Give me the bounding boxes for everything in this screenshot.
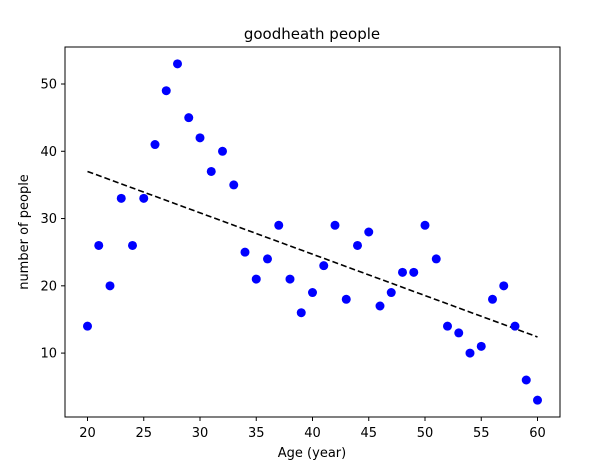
data-point: [285, 274, 295, 284]
data-point: [533, 395, 542, 405]
data-point: [94, 240, 104, 250]
data-point: [488, 294, 497, 304]
trend-line: [87, 170, 538, 338]
data-point: [341, 294, 351, 304]
data-point: [128, 240, 137, 250]
plot-frame: [64, 46, 561, 418]
data-point: [229, 180, 239, 190]
x-tick-label: 20: [79, 426, 96, 441]
data-point: [195, 133, 205, 143]
data-point: [251, 274, 261, 284]
data-point: [296, 308, 306, 318]
y-tick-label: 40: [40, 145, 57, 160]
data-point: [173, 59, 182, 69]
data-point: [319, 261, 329, 271]
y-tick-label: 50: [40, 78, 57, 93]
data-point: [206, 166, 216, 176]
x-tick-label: 50: [417, 426, 434, 441]
data-point: [184, 113, 194, 123]
chart-title: goodheath people: [244, 25, 380, 43]
data-point: [420, 220, 430, 230]
data-point: [398, 267, 407, 277]
plot-area: [64, 46, 561, 418]
data-point: [431, 254, 441, 264]
y-tick-label: 10: [40, 347, 57, 362]
data-point: [443, 321, 452, 331]
data-point: [161, 86, 171, 96]
y-axis-label: number of people: [17, 174, 32, 290]
data-point: [218, 146, 227, 156]
x-axis-ticks: 20 25 30 35 40 45 50 55 60: [79, 417, 546, 441]
x-axis-label: Age (year): [278, 446, 346, 461]
data-point: [386, 288, 396, 298]
data-point: [330, 220, 340, 230]
data-point: [454, 328, 464, 338]
data-point: [521, 375, 531, 385]
y-tick-label: 30: [40, 212, 57, 227]
data-point: [150, 140, 160, 150]
data-point: [105, 281, 115, 291]
data-point: [375, 301, 385, 311]
data-point: [263, 254, 272, 264]
y-axis-ticks: 10 20 30 40 50: [40, 78, 65, 362]
x-tick-label: 35: [248, 426, 265, 441]
data-point: [83, 321, 92, 331]
data-point: [409, 267, 419, 277]
data-point: [499, 281, 509, 291]
data-point: [476, 341, 486, 351]
data-point: [116, 193, 126, 203]
data-point: [364, 227, 374, 237]
x-tick-label: 30: [192, 426, 209, 441]
x-tick-label: 55: [473, 426, 490, 441]
data-points-layer: [83, 59, 542, 405]
x-tick-label: 25: [135, 426, 152, 441]
trendline-layer: [87, 170, 538, 338]
x-tick-label: 40: [304, 426, 321, 441]
data-point: [465, 348, 475, 358]
data-point: [240, 247, 250, 257]
data-point: [510, 321, 520, 331]
x-tick-label: 45: [360, 426, 377, 441]
y-tick-label: 20: [40, 279, 57, 294]
data-point: [274, 220, 284, 230]
data-point: [308, 288, 317, 298]
data-point: [139, 193, 149, 203]
data-point: [353, 240, 362, 250]
x-tick-label: 60: [529, 426, 546, 441]
